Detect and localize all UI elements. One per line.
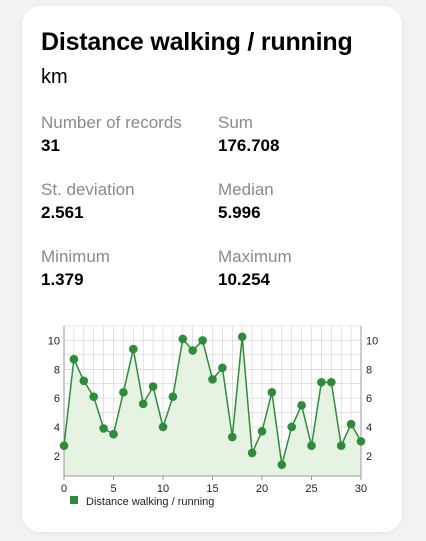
data-point	[168, 392, 178, 401]
data-point	[277, 460, 287, 470]
stat-label: Sum	[218, 113, 253, 132]
data-point	[59, 441, 69, 451]
data-point	[89, 392, 98, 401]
stat-value: 2.561	[41, 203, 84, 222]
x-tick-label: 20	[256, 483, 268, 495]
stat-st-deviation: St. deviation 2.561	[41, 180, 135, 224]
x-tick-label: 0	[61, 483, 67, 495]
data-point	[356, 437, 366, 446]
card-title: Distance walking / running	[41, 28, 353, 56]
data-point	[336, 441, 346, 451]
y-tick-label-right: 10	[366, 335, 378, 347]
legend-label: Distance walking / running	[86, 496, 214, 508]
data-point	[178, 334, 188, 344]
stat-number-of-records: Number of records 31	[41, 113, 182, 157]
x-tick-label: 30	[355, 483, 367, 495]
stat-sum: Sum 176.708	[218, 113, 279, 157]
data-point	[99, 424, 108, 433]
y-tick-label-right: 6	[366, 393, 372, 405]
data-point	[228, 432, 237, 442]
data-point	[218, 363, 227, 373]
stat-label: Number of records	[41, 113, 182, 132]
data-point	[158, 422, 168, 432]
y-tick-label-left: 4	[54, 422, 60, 434]
stat-value: 31	[41, 136, 60, 155]
y-tick-label-left: 6	[54, 393, 60, 405]
series-area	[64, 336, 361, 476]
stat-value: 10.254	[218, 270, 270, 289]
data-point	[297, 401, 306, 410]
data-point	[138, 399, 148, 409]
data-point	[237, 332, 247, 342]
data-point	[327, 377, 336, 387]
data-point	[257, 426, 267, 436]
stat-label: St. deviation	[41, 180, 135, 199]
y-tick-label-left: 2	[54, 451, 60, 463]
data-point	[188, 346, 197, 355]
data-point	[317, 377, 326, 387]
stat-label: Median	[218, 180, 274, 199]
y-tick-label-right: 8	[366, 364, 372, 376]
data-point	[287, 422, 297, 432]
y-tick-label-left: 10	[48, 335, 60, 347]
x-tick-label: 5	[110, 483, 116, 495]
legend-swatch	[70, 496, 78, 504]
data-point	[208, 375, 217, 384]
data-point	[267, 388, 277, 397]
data-point	[79, 376, 89, 386]
y-tick-label-left: 8	[54, 364, 60, 376]
stat-label: Maximum	[218, 247, 292, 266]
stat-value: 5.996	[218, 203, 261, 222]
x-tick-label: 10	[157, 483, 169, 495]
x-tick-label: 25	[305, 483, 317, 495]
data-point	[148, 382, 158, 391]
data-point	[247, 448, 257, 458]
data-point	[129, 344, 138, 354]
data-point	[109, 429, 118, 439]
y-tick-label-right: 2	[366, 451, 372, 463]
stat-maximum: Maximum 10.254	[218, 247, 292, 291]
data-point	[198, 336, 207, 345]
unit-label: km	[41, 66, 68, 88]
data-point	[69, 354, 79, 364]
data-point	[346, 419, 356, 429]
data-point	[119, 388, 128, 397]
stat-label: Minimum	[41, 247, 110, 266]
y-tick-label-right: 4	[366, 422, 372, 434]
x-tick-label: 15	[206, 483, 218, 495]
data-point	[307, 441, 316, 451]
stat-minimum: Minimum 1.379	[41, 247, 110, 291]
stat-median: Median 5.996	[218, 180, 274, 224]
stat-value: 176.708	[218, 136, 280, 155]
stat-value: 1.379	[41, 270, 84, 289]
